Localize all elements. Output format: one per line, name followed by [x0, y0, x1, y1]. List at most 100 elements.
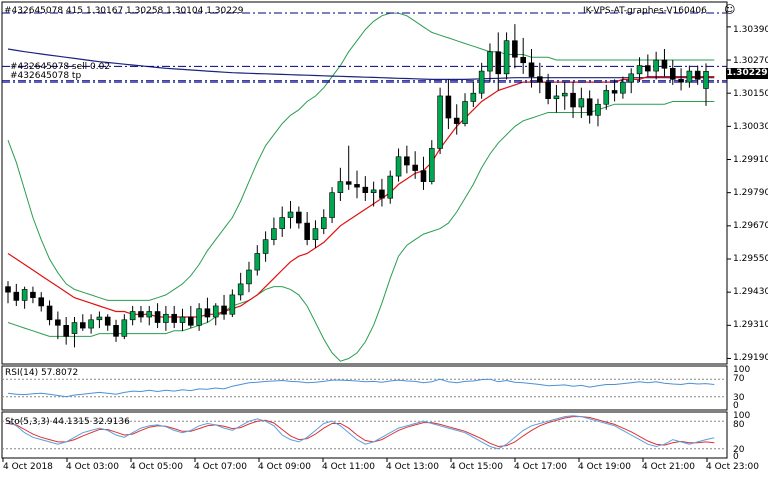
- candle-body: [96, 316, 103, 321]
- time-tick: 4 Oct 21:00: [642, 462, 695, 472]
- candle-body: [412, 164, 418, 171]
- candle-body: [453, 117, 460, 124]
- order-lines[interactable]: [2, 12, 727, 83]
- rsi-label: RSI(14) 57.8072: [5, 368, 79, 378]
- candle-body: [196, 308, 202, 326]
- candle-body: [304, 222, 310, 240]
- price-tick: 1.29310: [733, 320, 768, 330]
- candle-body: [63, 325, 69, 337]
- time-tick: 4 Oct 05:00: [130, 462, 183, 472]
- candle-body: [545, 81, 551, 100]
- candle-body: [204, 308, 211, 318]
- candle-body: [163, 313, 169, 323]
- candle-body: [661, 59, 668, 69]
- time-tick: 4 Oct 03:00: [66, 462, 119, 472]
- candle-body: [312, 228, 319, 240]
- candle-body: [537, 76, 543, 83]
- candle-body: [212, 305, 219, 318]
- candle-body: [188, 316, 194, 326]
- sto-plot-border: [1, 411, 728, 459]
- price-tick: 1.29790: [733, 188, 768, 198]
- candle-body: [237, 283, 244, 296]
- order-tp-label[interactable]: #432645078 tp: [10, 71, 82, 81]
- time-tick: 4 Oct 13:00: [386, 462, 439, 472]
- rsi-level: 70: [733, 374, 745, 384]
- candle-body: [279, 217, 286, 229]
- candle-body: [30, 291, 36, 298]
- candle-body: [362, 186, 369, 193]
- main-chart-frame: [1, 1, 728, 459]
- sto-level: 100: [733, 411, 751, 421]
- candle-body: [495, 51, 502, 75]
- time-tick: 4 Oct 17:00: [514, 462, 567, 472]
- candle-body: [345, 181, 352, 185]
- time-tick: 4 Oct 23:00: [706, 462, 759, 472]
- candle-body: [404, 156, 410, 166]
- candle-body: [113, 325, 119, 337]
- candle-body: [512, 40, 518, 58]
- candle-body: [703, 71, 709, 89]
- candle-body: [428, 148, 435, 182]
- sto-level: 80: [733, 420, 745, 430]
- rsi-line: [7, 378, 715, 398]
- time-tick: 4 Oct 2018: [3, 462, 53, 472]
- time-tick: 4 Oct 15:00: [450, 462, 503, 472]
- bollinger-bands: [7, 12, 715, 362]
- candle-body: [71, 322, 78, 334]
- candle-body: [445, 95, 452, 119]
- candle-body: [13, 291, 20, 301]
- symbol-info-line: #432645078 415 1.30167 1.30258 1.30104 1…: [4, 6, 244, 16]
- price-tick: 1.29550: [733, 254, 768, 264]
- rsi-plot-border: [1, 365, 728, 411]
- candle-body: [478, 70, 485, 94]
- candle-body: [221, 305, 227, 315]
- sto-level: 0: [733, 452, 739, 462]
- price-tick: 1.29670: [733, 221, 768, 231]
- navy-ma-line: [7, 48, 715, 81]
- candle-body: [678, 79, 684, 83]
- price-tick: 1.29430: [733, 287, 768, 297]
- candle-body: [5, 286, 11, 293]
- price-tick: 1.29190: [733, 353, 768, 363]
- candle-body: [179, 316, 186, 323]
- stochastic-label: Sto(5,3,3) 44.1315 32.9136: [5, 417, 130, 427]
- order-sell-label[interactable]: #432645078 sell 0.02: [10, 62, 111, 72]
- candle-body: [88, 319, 94, 329]
- candle-body: [636, 65, 643, 75]
- time-tick: 4 Oct 11:00: [322, 462, 375, 472]
- time-tick: 4 Oct 07:00: [194, 462, 247, 472]
- sto-signal-line: [7, 416, 715, 448]
- main-plot-border: [1, 1, 728, 365]
- candle-body: [528, 62, 535, 77]
- red-ma-line: [7, 75, 715, 318]
- candle-body: [487, 51, 493, 72]
- rsi-level: 30: [733, 393, 745, 403]
- sto-main-line: [7, 415, 715, 450]
- rsi-level: 100: [733, 365, 751, 375]
- candle-body: [420, 170, 427, 182]
- candle-body: [628, 73, 635, 83]
- upper-band-line: [7, 12, 715, 301]
- candle-body: [645, 65, 651, 72]
- price-tick: 1.30030: [733, 122, 768, 132]
- price-tick: 1.30270: [733, 56, 768, 66]
- candle-body: [320, 217, 327, 229]
- candle-body: [553, 95, 560, 100]
- candle-body: [271, 228, 277, 240]
- candle-body: [55, 319, 61, 326]
- price-tick: 1.30150: [733, 89, 768, 99]
- candle-body: [246, 269, 252, 285]
- candle-body: [570, 92, 576, 108]
- candle-body: [669, 68, 676, 80]
- candle-body: [146, 311, 153, 318]
- candle-body: [138, 311, 144, 318]
- candle-body: [520, 56, 526, 64]
- smiley-icon: ☺: [724, 3, 736, 16]
- candle-body: [296, 211, 302, 224]
- candle-body: [694, 70, 701, 80]
- candle-body: [287, 211, 294, 218]
- candle-body: [603, 90, 610, 105]
- price-tick: 1.30390: [733, 25, 768, 35]
- candle-body: [154, 311, 161, 323]
